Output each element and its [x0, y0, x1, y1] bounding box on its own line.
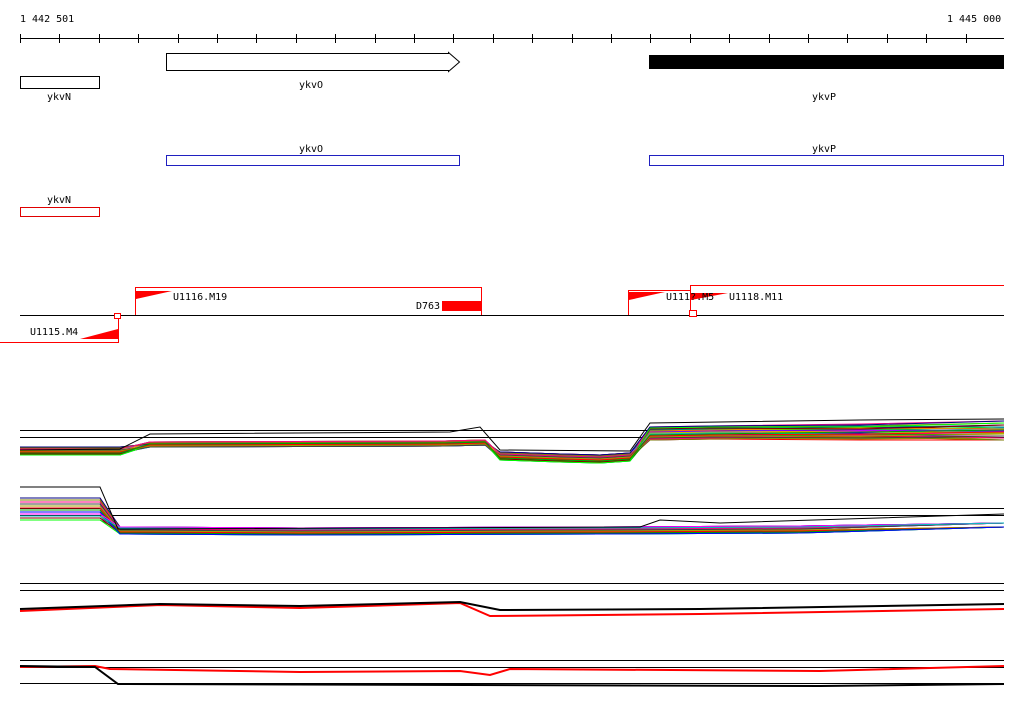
profile-2-trace	[20, 499, 1005, 530]
gene-label-ykvP: ykvP	[812, 92, 837, 103]
feature-label-D763: D763	[416, 301, 441, 312]
feature-D763-box[interactable]	[442, 301, 482, 311]
feature-U1118-M11-flag[interactable]	[691, 293, 728, 300]
red-track-label-ykvN: ykvN	[47, 195, 72, 206]
profile-2-trace	[20, 497, 1005, 529]
profile-1-trace	[20, 429, 1005, 462]
profile-2-trace	[20, 511, 1005, 536]
gene-label-ykvO: ykvO	[299, 80, 324, 91]
feature-U1116-M19-flag[interactable]	[136, 291, 172, 299]
cds-label-ykvO: ykvO	[299, 144, 324, 155]
cds-ykvP-box[interactable]	[649, 155, 1004, 166]
profile-1-trace	[20, 431, 1005, 461]
gene-ykvN-box[interactable]	[20, 76, 100, 89]
profile-4-trace	[19, 664, 1005, 677]
profile-2-trace	[20, 499, 1005, 530]
gene-ykvO-arrow[interactable]	[166, 51, 461, 73]
cds-ykvO-box[interactable]	[166, 155, 460, 166]
profile-1-trace	[20, 436, 1005, 457]
profile-2-trace	[20, 509, 1005, 535]
profile-2-trace	[20, 497, 1005, 529]
profile-1-trace	[20, 435, 1005, 459]
feature-U111-M5-flag[interactable]	[629, 292, 665, 300]
expression-profiles	[19, 418, 1005, 688]
gene-ykvP-box[interactable]	[649, 55, 1004, 69]
position-ruler	[20, 34, 1004, 43]
feature-label-U111-M5: U111?.M5	[666, 292, 715, 303]
feature-U1115-M4-flag[interactable]	[80, 329, 118, 339]
red-ykvN-box[interactable]	[20, 207, 100, 217]
gene-label-ykvN: ykvN	[47, 92, 72, 103]
feature-track	[0, 285, 1004, 343]
feature-label-U1115-M4: U1115.M4	[30, 327, 79, 338]
feature-label-U1116-M19: U1116.M19	[173, 292, 228, 303]
feature-label-U1118-M11: U1118.M11	[729, 292, 784, 303]
profile-3-trace	[19, 600, 1005, 612]
profile-2-trace	[20, 515, 1005, 530]
profile-2-trace	[20, 507, 1005, 534]
ruler-end-label: 1 445 000	[947, 14, 1002, 25]
profile-1-trace	[20, 433, 1005, 460]
profile-4-trace	[19, 665, 1005, 688]
profile-2-trace	[20, 501, 1005, 531]
profile-2-trace	[20, 503, 1005, 532]
profile-2-trace	[20, 486, 1005, 530]
profile-2-trace	[20, 505, 1005, 533]
profile-1-trace	[19, 418, 1005, 452]
ruler-start-label: 1 442 501	[20, 14, 75, 25]
cds-label-ykvP: ykvP	[812, 144, 837, 155]
profile-1-trace	[20, 434, 1005, 458]
